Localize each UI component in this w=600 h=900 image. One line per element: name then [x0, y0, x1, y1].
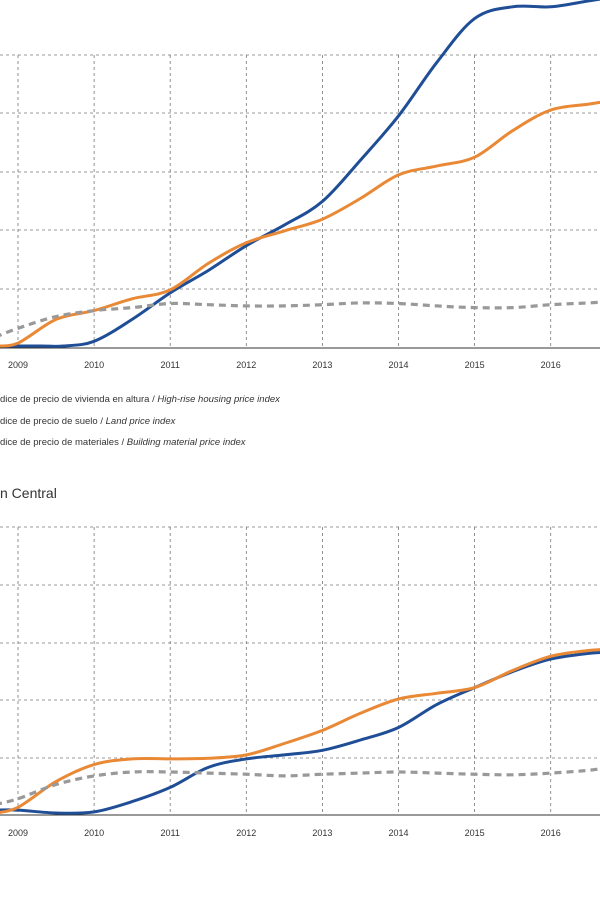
x-tick-label: 2013 [312, 828, 332, 838]
x-tick-label: 2010 [84, 828, 104, 838]
series-line-housing [0, 0, 600, 348]
chart-bottom: 2009 2010 2011 2012 2013 2014 2015 2016 [0, 526, 600, 838]
x-tick-label: 2014 [388, 828, 408, 838]
x-tick-label: 2015 [465, 360, 485, 370]
legend-item-housing: dice de precio de vivienda en altura / H… [0, 389, 280, 411]
legend-label-es: dice de precio de materiales [0, 437, 119, 448]
legend-label-es: dice de precio de vivienda en altura [0, 394, 150, 405]
legend-label-en: Building material price index [126, 437, 246, 448]
legend-item-materials: dice de precio de materiales / Building … [0, 432, 280, 454]
chart-subtitle: n Central [0, 485, 57, 501]
x-tick-label: 2012 [236, 828, 256, 838]
chart-top: 2009 2010 2011 2012 2013 2014 2015 2016 [0, 0, 600, 370]
x-tick-label: 2014 [388, 360, 408, 370]
legend-label-es: dice de precio de suelo [0, 415, 98, 427]
x-tick-label: 2010 [84, 360, 104, 370]
x-tick-label: 2013 [312, 360, 332, 370]
x-tick-label: 2011 [161, 828, 180, 838]
x-tick-label: 2012 [236, 360, 256, 370]
grid [0, 54, 600, 348]
legend: dice de precio de vivienda en altura / H… [0, 389, 280, 454]
x-tick-label: 2011 [161, 360, 180, 370]
series-line-land [0, 100, 600, 348]
series-line-materials [0, 767, 600, 806]
x-tick-label: 2016 [541, 828, 561, 838]
grid [0, 526, 600, 815]
legend-separator: / [97, 415, 106, 427]
series-line-land [0, 648, 600, 814]
x-tick-label: 2009 [8, 828, 28, 838]
series-line-materials [0, 300, 600, 337]
series-line-housing [0, 651, 600, 815]
legend-label-en: High-rise housing price index [157, 394, 280, 405]
x-tick-label: 2015 [465, 828, 485, 838]
legend-separator: / [118, 437, 127, 448]
x-tick-label: 2009 [8, 360, 28, 370]
x-tick-label: 2016 [541, 360, 561, 370]
legend-separator: / [149, 394, 158, 405]
legend-item-land: dice de precio de suelo / Land price ind… [0, 411, 280, 433]
legend-label-en: Land price index [105, 415, 176, 427]
